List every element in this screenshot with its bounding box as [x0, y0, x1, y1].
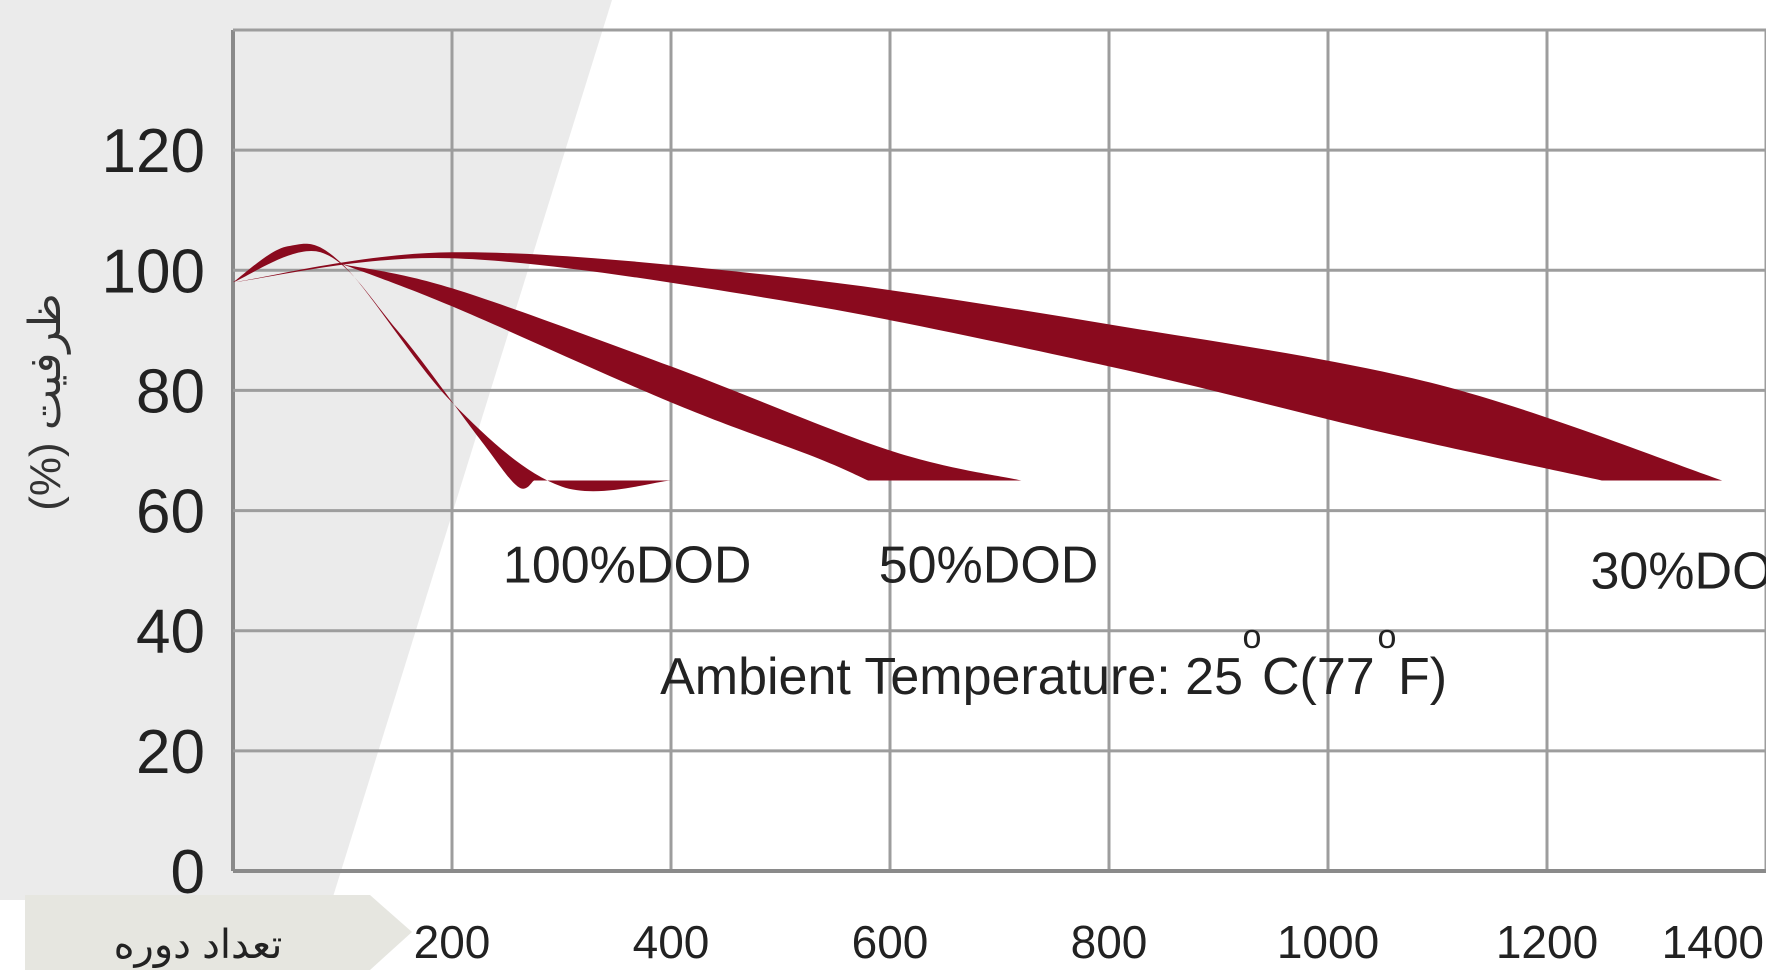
x-tick-label-0: 200: [414, 916, 491, 968]
y-tick-label-1: 20: [136, 718, 205, 787]
series-label-2: 30%DOD: [1590, 543, 1766, 601]
y-tick-label-3: 60: [136, 478, 205, 547]
x-tick-label-1: 400: [633, 916, 710, 968]
x-tick-label-3: 800: [1071, 916, 1148, 968]
degree-symbol-1: o: [1243, 618, 1262, 656]
series-label-0: 100%DOD: [503, 537, 752, 595]
capacity-bands: [233, 243, 1723, 492]
series-band-2: [233, 252, 1723, 481]
left-shaded-panel: [0, 0, 612, 900]
annotation-prefix: Ambient Temperature: 25: [660, 648, 1243, 706]
y-tick-label-4: 80: [136, 357, 205, 426]
series-label-1: 50%DOD: [879, 537, 1099, 595]
annotation-suffix: F): [1398, 648, 1447, 706]
series-labels: 100%DOD 50%DOD 30%DOD: [503, 537, 1766, 601]
x-axis-label: تعداد دوره: [114, 923, 283, 968]
degree-symbol-2: o: [1378, 618, 1397, 656]
y-axis-label: ظرفیت (%): [21, 293, 71, 510]
x-tick-label-4: 1000: [1277, 916, 1379, 968]
x-axis-label-tab: [25, 895, 412, 970]
x-tick-label-2: 600: [852, 916, 929, 968]
ambient-temperature-annotation: Ambient Temperature: 25 o C(77 o F): [660, 618, 1447, 706]
x-tick-labels: 200 400 600 800 1000 1200 1400: [414, 916, 1764, 968]
x-tick-label-5: 1200: [1496, 916, 1598, 968]
y-tick-label-5: 100: [102, 237, 205, 306]
series-band-1: [342, 264, 1022, 481]
annotation-middle: C(77: [1262, 648, 1375, 706]
y-tick-label-2: 40: [136, 598, 205, 667]
y-tick-label-6: 120: [102, 117, 205, 186]
x-tick-label-6: 1400: [1662, 916, 1764, 968]
grid: [231, 28, 1766, 873]
